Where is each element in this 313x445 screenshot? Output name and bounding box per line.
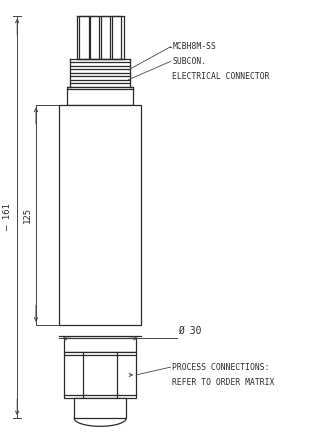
Bar [112,16,121,59]
Bar [90,16,99,59]
Text: Ø 30: Ø 30 [178,326,202,336]
Bar [59,105,141,325]
Bar [74,398,126,418]
Bar [64,352,136,398]
Text: 125: 125 [23,206,32,223]
Bar [79,16,89,59]
Text: SUBCON.: SUBCON. [172,57,206,66]
Text: ELECTRICAL CONNECTOR: ELECTRICAL CONNECTOR [172,72,270,81]
Bar [101,16,110,59]
Text: REFER TO ORDER MATRIX: REFER TO ORDER MATRIX [172,378,275,387]
Text: – 161: – 161 [3,203,12,231]
Bar [64,338,136,352]
Text: MCBH8M-SS: MCBH8M-SS [172,42,216,51]
Text: PROCESS CONNECTIONS:: PROCESS CONNECTIONS: [172,363,270,372]
Bar [67,87,133,105]
